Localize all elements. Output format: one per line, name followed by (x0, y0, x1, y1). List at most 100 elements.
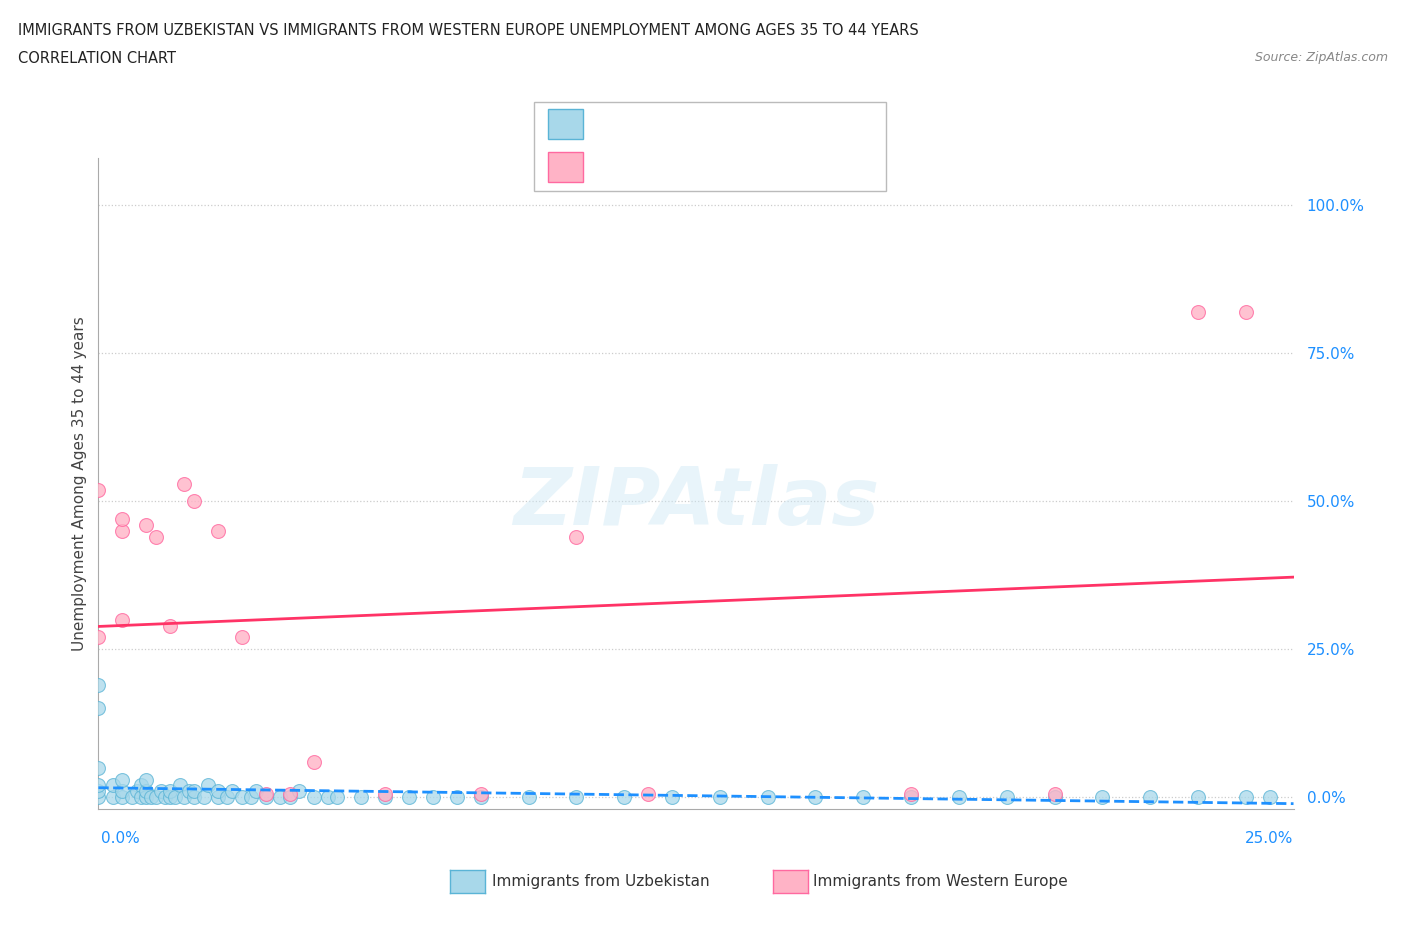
Bar (548, 152, 583, 182)
Point (173, 790, 195, 804)
Point (637, 787, 659, 802)
Point (1043, 790, 1066, 804)
Point (900, 790, 922, 804)
Point (87, 760, 110, 775)
Point (288, 784, 311, 799)
Point (179, 784, 201, 799)
Point (121, 790, 143, 804)
Point (316, 790, 339, 804)
Point (254, 790, 277, 804)
Point (169, 778, 191, 793)
Text: Immigrants from Uzbekistan: Immigrants from Uzbekistan (492, 874, 710, 889)
Point (135, 772, 157, 787)
Point (101, 778, 124, 793)
Point (278, 790, 301, 804)
Point (111, 772, 134, 787)
Point (145, 790, 167, 804)
Point (326, 790, 349, 804)
Point (101, 790, 124, 804)
Point (302, 754, 325, 769)
Point (173, 476, 195, 491)
Text: N = 23: N = 23 (738, 157, 806, 175)
Point (517, 790, 540, 804)
Text: CORRELATION CHART: CORRELATION CHART (18, 51, 176, 66)
Point (183, 790, 205, 804)
Point (87, 778, 110, 793)
Point (1258, 790, 1281, 804)
Text: R = 0.076: R = 0.076 (598, 115, 696, 133)
Point (111, 512, 134, 526)
Point (231, 790, 253, 804)
Point (87, 790, 110, 804)
Point (111, 790, 134, 804)
Text: 25.0%: 25.0% (1246, 831, 1294, 846)
Point (470, 790, 492, 804)
Point (111, 524, 134, 538)
Point (87, 701, 110, 716)
Point (87, 482, 110, 497)
Point (709, 790, 731, 804)
Point (398, 790, 420, 804)
Point (240, 790, 263, 804)
Point (207, 784, 229, 799)
Point (207, 790, 229, 804)
Text: N = 69: N = 69 (738, 115, 806, 133)
Point (804, 790, 827, 804)
Point (1139, 790, 1161, 804)
Point (470, 787, 492, 802)
Point (111, 612, 134, 627)
Point (145, 529, 167, 544)
Point (149, 784, 172, 799)
Point (756, 790, 779, 804)
Point (111, 784, 134, 799)
Point (1187, 304, 1209, 319)
Point (446, 790, 468, 804)
Point (193, 790, 215, 804)
Point (900, 787, 922, 802)
Point (221, 784, 243, 799)
Point (245, 784, 267, 799)
Point (135, 790, 157, 804)
Point (131, 790, 153, 804)
FancyBboxPatch shape (534, 102, 886, 191)
Text: 0.0%: 0.0% (101, 831, 141, 846)
Point (183, 494, 205, 509)
Point (131, 778, 153, 793)
Point (1187, 790, 1209, 804)
Point (278, 787, 301, 802)
Point (159, 790, 181, 804)
Text: ZIPAtlas: ZIPAtlas (513, 464, 879, 542)
Text: R = 0.658: R = 0.658 (598, 157, 696, 175)
Point (995, 790, 1018, 804)
Point (217, 790, 239, 804)
Bar (548, 110, 583, 140)
Point (852, 790, 875, 804)
Point (661, 790, 683, 804)
Point (207, 524, 229, 538)
Point (374, 790, 396, 804)
Point (87, 784, 110, 799)
Point (183, 784, 205, 799)
Point (565, 790, 588, 804)
Point (1043, 787, 1066, 802)
Point (159, 784, 181, 799)
Point (139, 790, 162, 804)
Point (159, 618, 181, 633)
Text: IMMIGRANTS FROM UZBEKISTAN VS IMMIGRANTS FROM WESTERN EUROPE UNEMPLOYMENT AMONG : IMMIGRANTS FROM UZBEKISTAN VS IMMIGRANTS… (18, 23, 920, 38)
Point (302, 790, 325, 804)
Point (87, 677, 110, 692)
Point (565, 529, 588, 544)
Point (125, 784, 148, 799)
Point (87, 630, 110, 644)
Point (350, 790, 373, 804)
Text: Immigrants from Western Europe: Immigrants from Western Europe (813, 874, 1067, 889)
Y-axis label: Unemployment Among Ages 35 to 44 years: Unemployment Among Ages 35 to 44 years (72, 316, 87, 651)
Point (613, 790, 636, 804)
Text: Source: ZipAtlas.com: Source: ZipAtlas.com (1254, 51, 1388, 64)
Point (374, 787, 396, 802)
Point (231, 630, 253, 644)
Point (155, 790, 177, 804)
Point (269, 790, 291, 804)
Point (422, 790, 444, 804)
Point (1234, 304, 1257, 319)
